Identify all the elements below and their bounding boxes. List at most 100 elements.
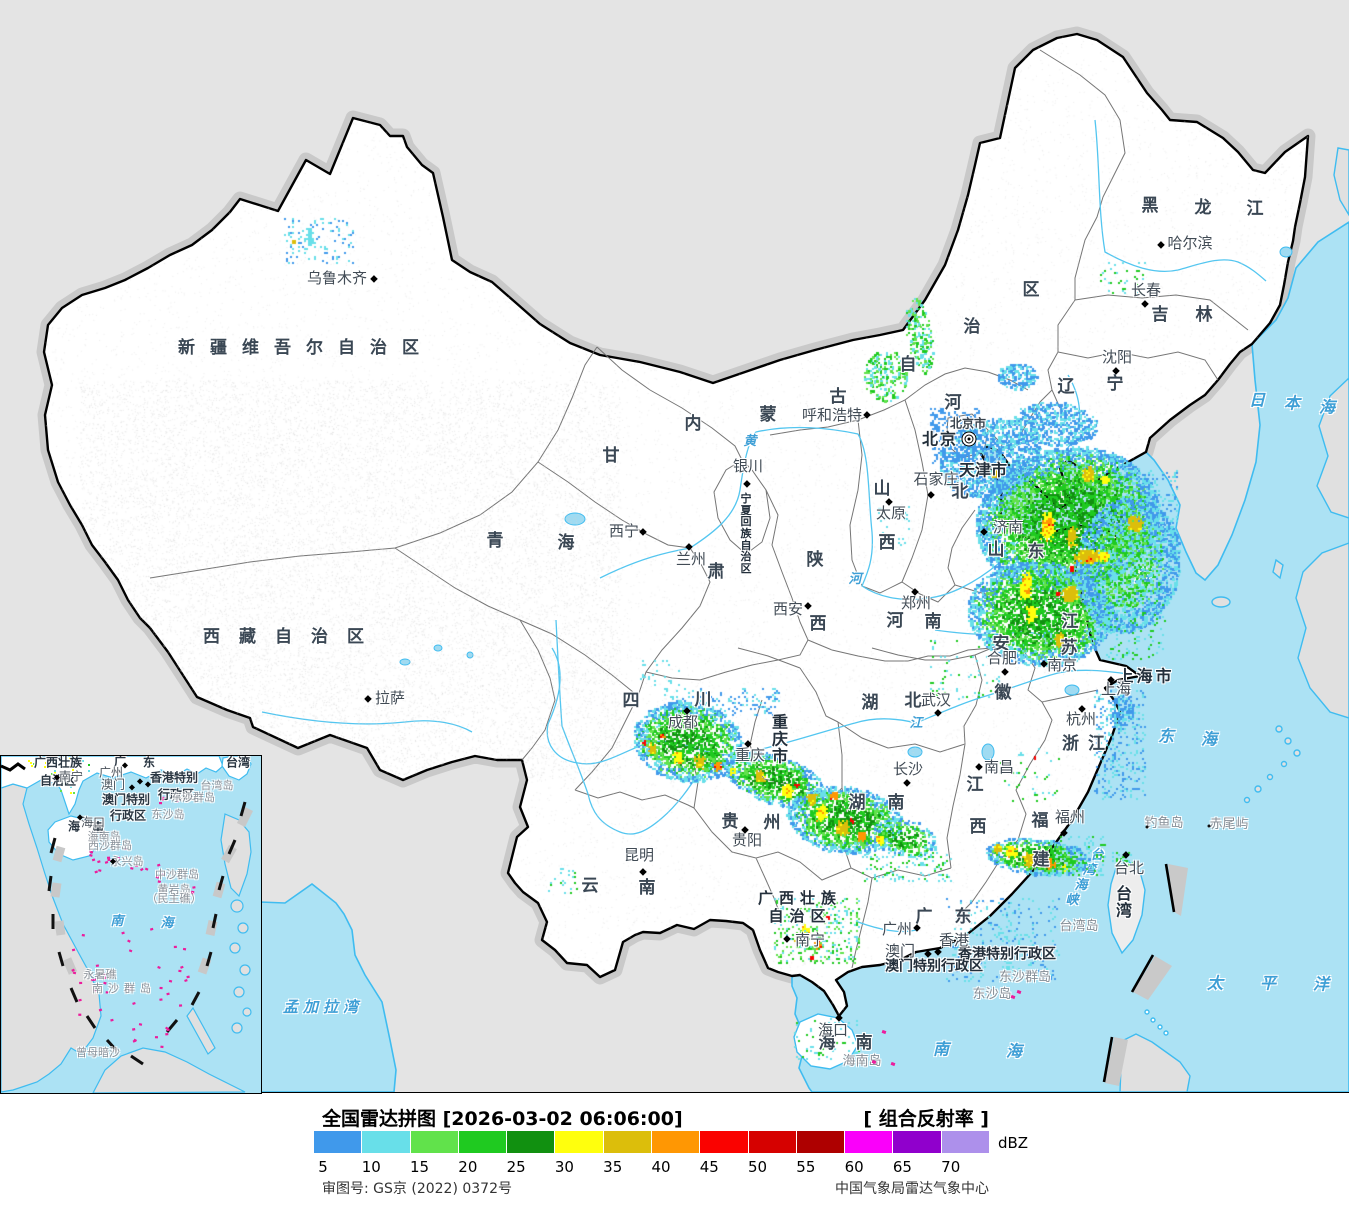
province-label: 河 <box>944 392 962 413</box>
inset-city-marker: ◆ <box>109 856 117 866</box>
province-label: 陕 <box>806 549 824 570</box>
product-label: [ 组合反射率 ] <box>863 1108 989 1130</box>
inset-label: 西沙群岛 <box>88 839 132 853</box>
city-marker: ◆ <box>1040 658 1048 670</box>
province-label: 吉 <box>1151 304 1169 325</box>
inset-city-marker: ◆ <box>136 776 144 786</box>
province-label: 林 <box>1195 304 1213 325</box>
island-label: 钓鱼岛 <box>1144 816 1184 832</box>
province-label: 西 <box>969 816 987 837</box>
province-label: 云 <box>581 875 599 896</box>
city-marker: ◆ <box>927 489 935 501</box>
city-label: 海口 <box>817 1021 849 1040</box>
city-label: 南昌 <box>983 758 1015 777</box>
island-label: 台湾岛 <box>1059 919 1099 935</box>
city-marker: ◆ <box>683 705 691 717</box>
city-marker: ◆ <box>744 738 752 750</box>
city-marker: ◆ <box>934 946 942 958</box>
dbz-tick-25: 25 <box>506 1158 526 1176</box>
island-label: 赤尾屿 <box>1209 817 1249 833</box>
inset-label: 香港特别 <box>149 770 199 785</box>
city-label: 澳门 <box>884 942 916 961</box>
city-marker: ◆ <box>1107 674 1115 686</box>
inset-city-marker: ◆ <box>76 812 84 822</box>
dbz-tick-40: 40 <box>651 1158 671 1176</box>
province-label: 苏 <box>1060 637 1078 658</box>
dbz-scale-40 <box>651 1131 701 1153</box>
province-label: 徽 <box>994 682 1012 703</box>
city-label: 南京 <box>1046 656 1078 675</box>
province-label: 古 <box>829 386 847 407</box>
province-label: 新疆维吾尔自治区 <box>178 337 434 358</box>
inset-label: 海 <box>160 916 174 932</box>
inset-label: 台湾岛 <box>200 779 234 793</box>
city-label: 银川 <box>732 457 764 476</box>
inset-label: 广西壮族 <box>33 755 83 770</box>
city-marker: ◆ <box>903 777 911 789</box>
province-label: 海 <box>557 532 575 553</box>
province-label: 南 <box>887 792 905 813</box>
agency-credit: 中国气象局雷达气象中心 <box>835 1181 989 1197</box>
dbz-tick-55: 55 <box>796 1158 816 1176</box>
city-label: 西宁 <box>608 522 640 541</box>
city-label: 太原 <box>875 504 907 523</box>
inset-city-marker: ◆ <box>128 782 136 792</box>
province-label: 西藏自治区 <box>203 626 383 647</box>
city-marker: ◆ <box>980 526 988 538</box>
city-label: 西安 <box>772 600 804 619</box>
inset-label: 中沙群岛 <box>155 868 199 882</box>
province-label: 浙江 <box>1062 733 1114 754</box>
dbz-scale-10 <box>362 1131 411 1153</box>
beijing-capital-marker <box>961 431 977 447</box>
dbz-colorbar <box>314 1131 990 1153</box>
province-label: 贵 <box>721 811 739 832</box>
inset-label: 澳门 <box>100 777 126 792</box>
province-label: 山 <box>873 478 891 499</box>
province-label: 甘 <box>602 445 620 466</box>
province-label: 区 <box>1022 279 1040 300</box>
island-label: 东沙群岛 <box>998 970 1052 986</box>
city-label: 呼和浩特 <box>801 406 863 425</box>
dbz-tick-30: 30 <box>554 1158 574 1176</box>
city-label: 乌鲁木齐 <box>306 269 368 288</box>
dbz-tick-15: 15 <box>410 1158 430 1176</box>
province-label: 四 <box>622 690 640 711</box>
city-marker: ◆ <box>835 1012 843 1024</box>
city-marker: ◆ <box>924 948 932 960</box>
province-label: 建 <box>1032 849 1050 870</box>
city-marker: ◆ <box>1141 298 1149 310</box>
island-label: 东沙岛 <box>972 987 1012 1003</box>
province-label: 湖 <box>861 692 879 713</box>
dbz-unit: dBZ <box>998 1134 1029 1152</box>
city-marker: ◆ <box>783 933 791 945</box>
city-label: 郑州 <box>900 594 932 613</box>
city-marker: ◆ <box>885 496 893 508</box>
city-label: 兰州 <box>675 550 707 569</box>
province-label: 南 <box>855 1032 873 1053</box>
province-label: 河 <box>886 610 904 631</box>
city-label: 石家庄 <box>913 470 959 489</box>
province-label: 江 <box>1061 611 1079 632</box>
city-marker: ◆ <box>1112 365 1120 377</box>
dbz-scale-30 <box>555 1131 604 1153</box>
province-label: 湖 <box>848 792 866 813</box>
dbz-scale-20 <box>458 1131 508 1153</box>
reef-mark <box>890 1061 896 1067</box>
dbz-scale-70 <box>941 1131 990 1153</box>
city-label: 合肥 <box>986 649 1018 668</box>
city-marker: ◆ <box>913 922 921 934</box>
city-marker: ◆ <box>975 761 983 773</box>
inset-city-marker: ◆ <box>121 760 129 770</box>
south-china-sea-inset: 广西壮族 自治区广东香港特别 行政区 澳门 澳门特别 行政区 台湾 台湾岛 东沙群岛 东沙岛海南海… <box>0 755 262 1094</box>
province-label: 州 <box>763 812 781 833</box>
dbz-tick-5: 5 <box>318 1158 328 1176</box>
province-label: 青 <box>486 530 504 551</box>
city-marker: ◆ <box>1078 703 1086 715</box>
dbz-tick-10: 10 <box>361 1158 381 1176</box>
province-label: 南 <box>924 611 942 632</box>
dbz-tick-70: 70 <box>941 1158 961 1176</box>
inset-city-label: 广州 <box>98 765 124 780</box>
map-approval-number: 审图号: GS京 (2022) 0372号 <box>322 1181 512 1197</box>
province-label: 南 <box>638 877 656 898</box>
